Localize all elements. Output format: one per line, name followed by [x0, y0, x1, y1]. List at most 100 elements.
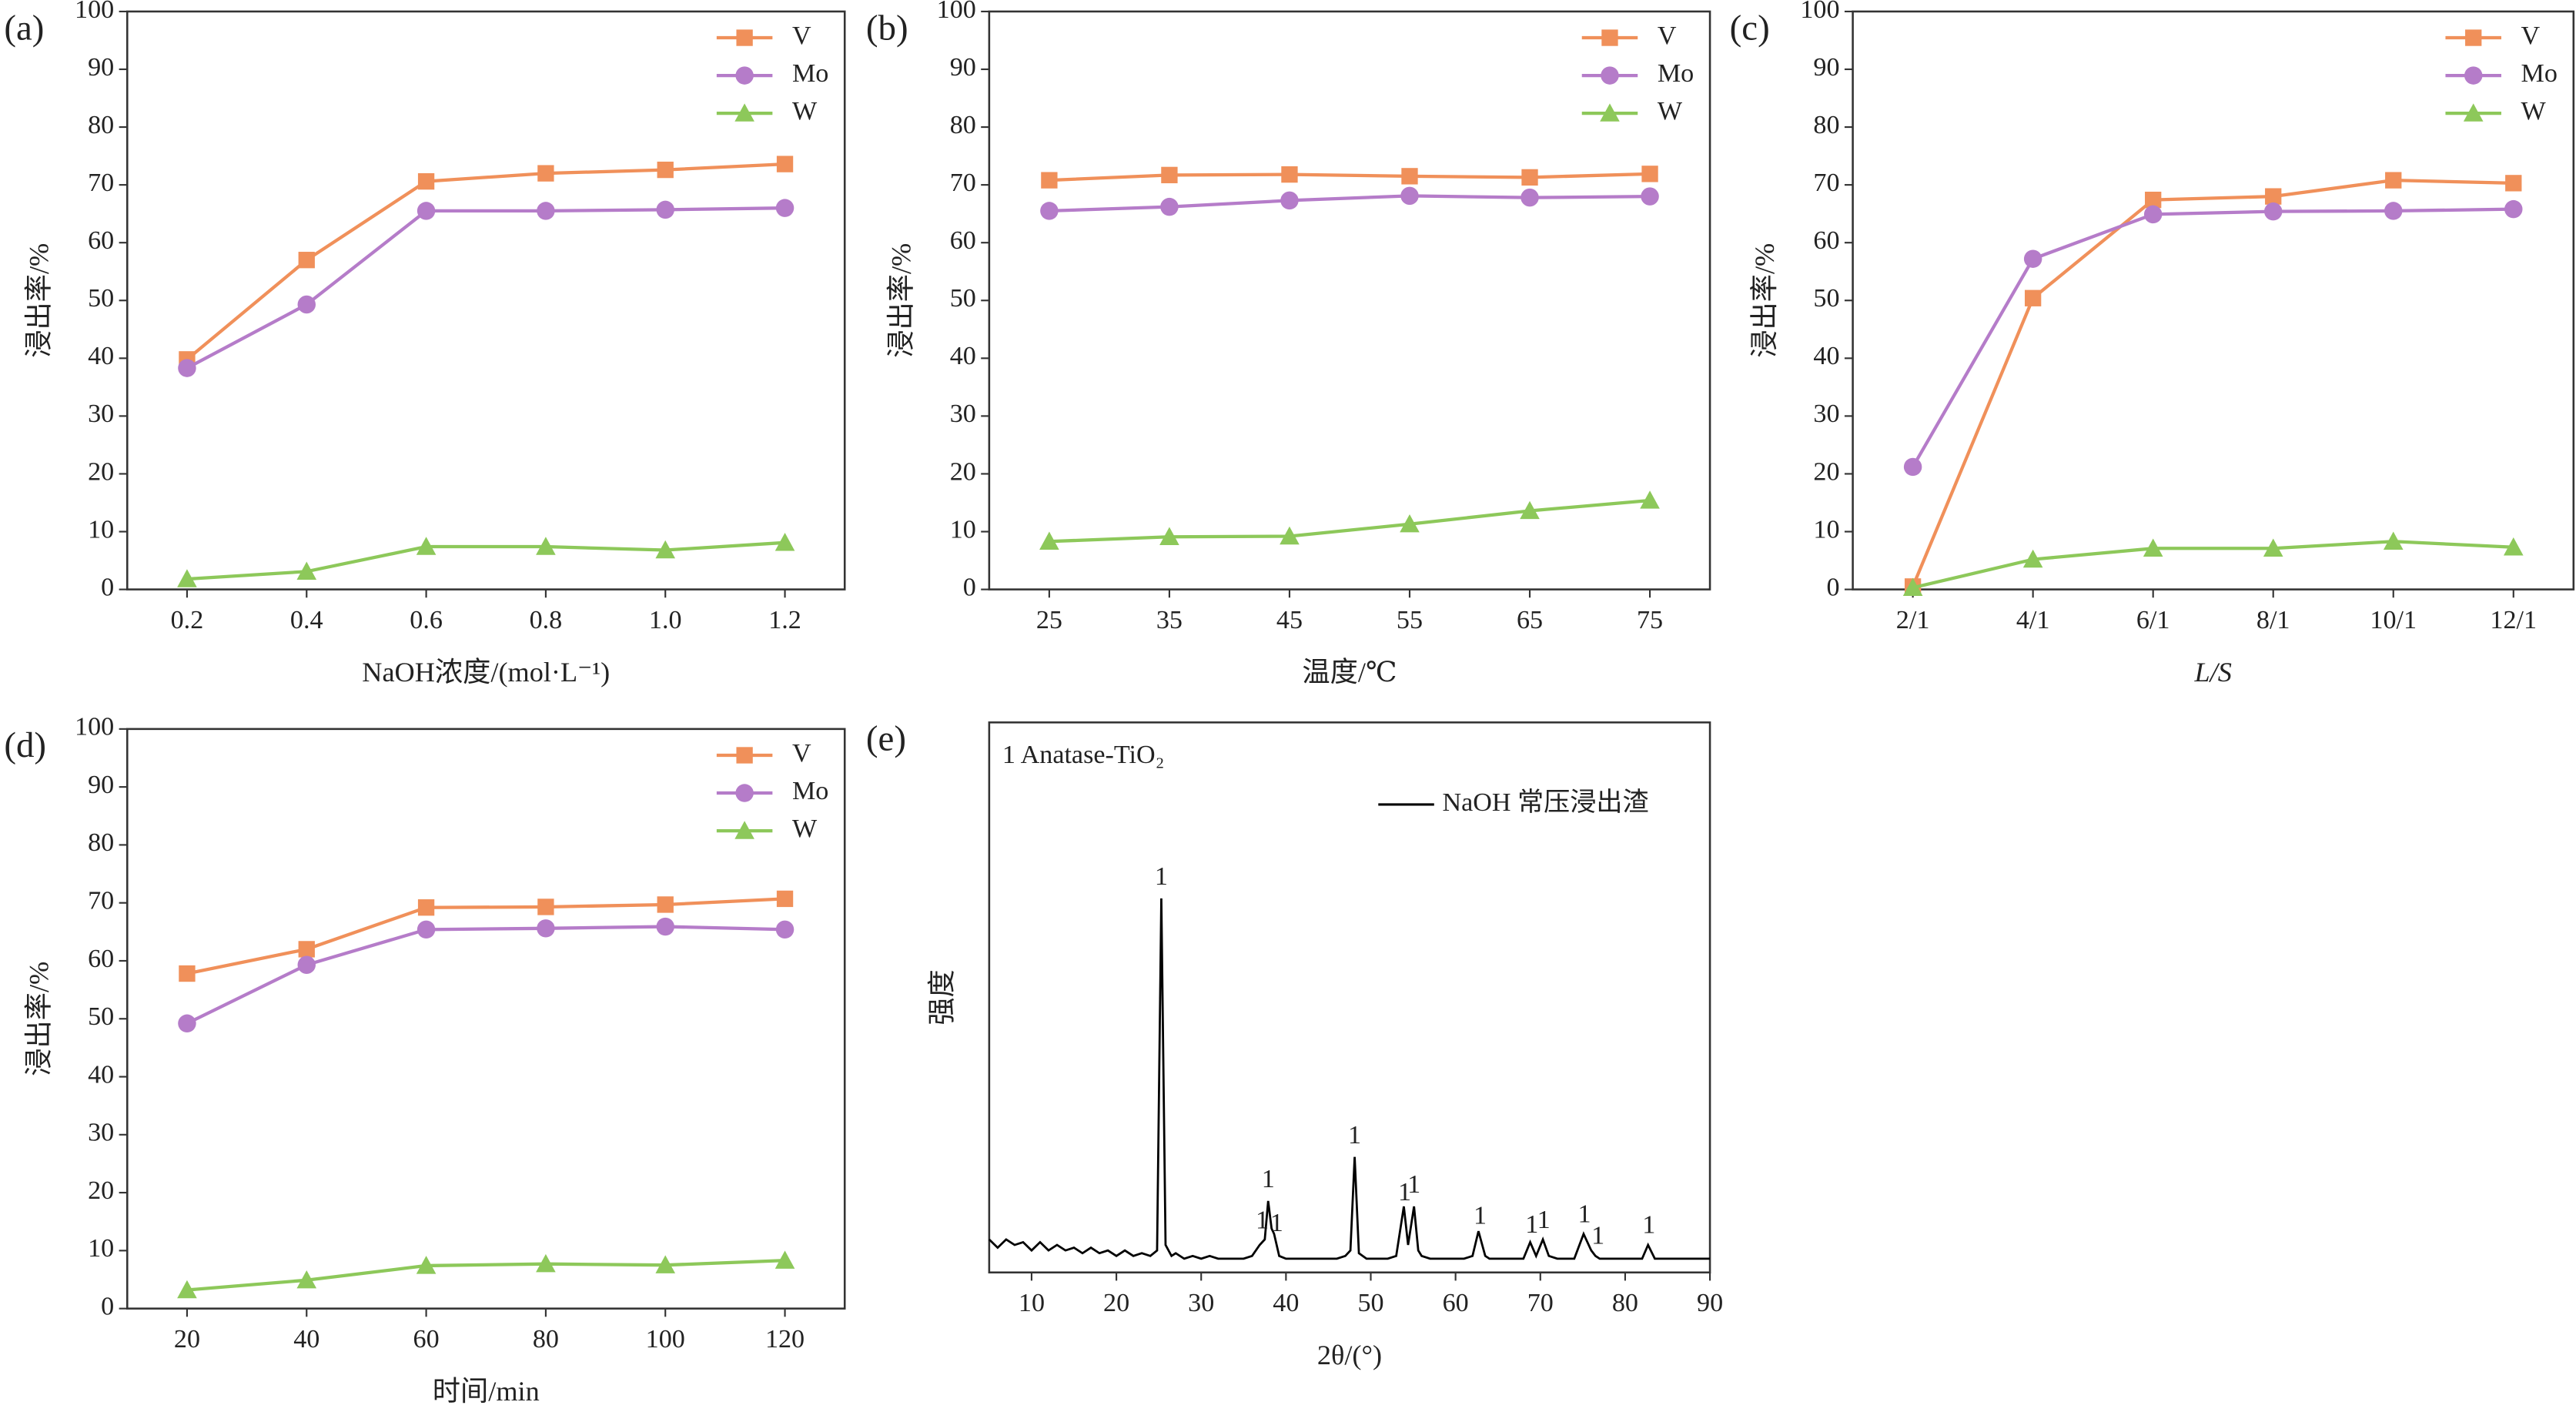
marker	[416, 537, 437, 555]
marker	[656, 200, 674, 219]
marker	[735, 784, 754, 802]
x-tick-label: 25	[1036, 606, 1062, 634]
x-tick-label: 100	[646, 1325, 685, 1353]
y-tick-label: 10	[1813, 515, 1839, 544]
series-line	[1049, 194, 1651, 213]
marker	[776, 890, 794, 908]
peak-label: 1	[1262, 1165, 1275, 1193]
y-tick-label: 100	[75, 713, 114, 741]
y-tick-label: 30	[88, 400, 114, 428]
peak-label: 1	[1642, 1210, 1655, 1239]
y-tick-label: 90	[1813, 53, 1839, 82]
plot-frame	[126, 10, 846, 591]
marker	[2464, 66, 2483, 85]
legend-label: NaOH 常压浸出渣	[1442, 788, 1648, 817]
marker	[177, 1280, 197, 1299]
y-tick-label: 50	[1813, 284, 1839, 313]
marker	[2385, 172, 2402, 189]
y-tick-label: 40	[88, 342, 114, 370]
series-line	[186, 925, 785, 1026]
y-tick-label: 90	[88, 771, 114, 799]
y-tick-label: 90	[88, 53, 114, 82]
peak-label: 1	[1407, 1170, 1420, 1199]
marker	[655, 540, 676, 559]
y-tick-label: 50	[88, 284, 114, 313]
marker	[537, 165, 554, 182]
x-tick-label: 12/1	[2490, 606, 2537, 634]
y-tick-label: 30	[88, 1119, 114, 1147]
y-tick-label: 20	[1813, 457, 1839, 486]
x-tick-label: 20	[1103, 1289, 1129, 1317]
series-line	[1911, 207, 2514, 468]
marker	[1280, 191, 1299, 210]
series-line	[186, 206, 785, 370]
marker	[2263, 538, 2283, 557]
series-line	[186, 1259, 785, 1292]
marker	[1040, 202, 1059, 220]
marker	[536, 537, 556, 555]
legend-label: V	[1658, 22, 1677, 50]
marker	[657, 896, 674, 913]
marker	[1600, 103, 1620, 122]
panel-label: (a)	[4, 8, 44, 48]
marker	[177, 569, 197, 587]
marker	[2263, 202, 2283, 221]
series-line	[186, 540, 785, 581]
marker	[2503, 537, 2524, 556]
series-line	[186, 162, 785, 361]
y-tick-label: 10	[88, 515, 114, 544]
marker	[774, 532, 795, 551]
y-tick-label: 80	[950, 111, 976, 139]
x-tick-label: 20	[174, 1325, 200, 1353]
y-tick-label: 80	[1813, 111, 1839, 139]
y-tick-label: 100	[75, 0, 114, 24]
marker	[734, 821, 754, 839]
marker	[178, 1014, 196, 1033]
y-tick-label: 20	[88, 457, 114, 486]
panel-label: (c)	[1730, 8, 1770, 48]
legend-label: W	[2521, 97, 2547, 125]
marker	[178, 359, 196, 377]
y-tick-label: 70	[88, 887, 114, 915]
marker	[1160, 197, 1179, 216]
marker	[1641, 166, 1658, 182]
marker	[417, 172, 435, 190]
marker	[1521, 188, 1539, 207]
marker	[734, 103, 754, 122]
y-tick-label: 40	[950, 342, 976, 370]
marker	[736, 29, 753, 46]
legend-label: V	[792, 22, 811, 50]
marker	[2504, 199, 2523, 219]
x-axis-title: L/S	[2194, 657, 2232, 688]
x-axis-title: NaOH浓度/(mol·L⁻¹)	[362, 657, 610, 688]
marker	[656, 917, 674, 936]
y-tick-label: 10	[950, 515, 976, 544]
peak-label: 1	[1591, 1222, 1604, 1250]
x-tick-label: 50	[1357, 1289, 1383, 1317]
marker	[657, 161, 674, 179]
marker	[1039, 531, 1059, 550]
y-tick-label: 0	[963, 573, 976, 601]
peak-label: 1	[1578, 1200, 1591, 1228]
marker	[2145, 191, 2162, 209]
marker	[297, 295, 316, 314]
x-tick-label: 30	[1188, 1289, 1214, 1317]
marker	[1520, 500, 1540, 520]
x-tick-label: 0.6	[410, 606, 443, 634]
y-tick-label: 100	[1800, 0, 1839, 24]
marker	[1159, 527, 1179, 545]
marker	[775, 199, 795, 217]
x-tick-label: 80	[1612, 1289, 1638, 1317]
y-tick-label: 60	[88, 945, 114, 973]
marker	[417, 920, 436, 939]
marker	[417, 202, 436, 220]
marker	[2505, 175, 2522, 192]
marker	[655, 1255, 676, 1273]
y-axis-title: 强度	[927, 969, 958, 1026]
peak-label: 1	[1348, 1121, 1361, 1149]
x-tick-label: 120	[765, 1325, 805, 1353]
y-tick-label: 90	[950, 53, 976, 82]
legend-label: Mo	[792, 777, 828, 805]
